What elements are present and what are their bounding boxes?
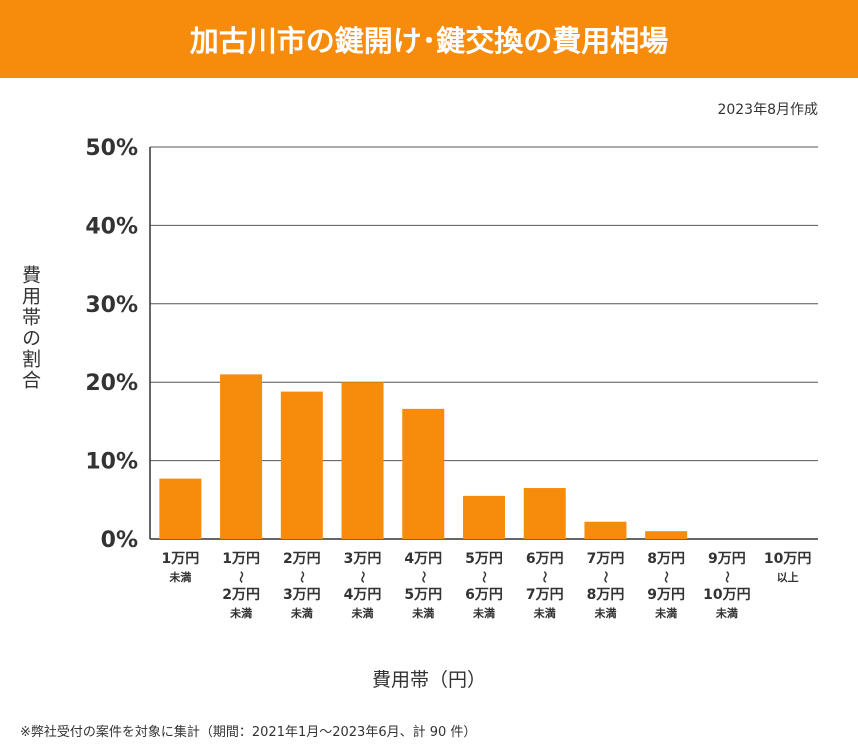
x-tick-label: 未満 [533, 606, 556, 620]
x-tick-label: 〜 [356, 571, 370, 583]
x-tick-label: 未満 [168, 570, 191, 584]
bar [341, 382, 384, 539]
x-axis-label: 費用帯（円） [371, 669, 486, 691]
x-tick-label: 10万円 [703, 587, 750, 603]
x-tick-label: 4万円 [404, 551, 442, 567]
bar [159, 478, 202, 539]
bar [280, 391, 323, 539]
y-tick-label: 40% [85, 214, 138, 239]
footnote: ※弊社受付の案件を対象に集計（期間：2021年1月～2023年6月、計 90 件… [20, 725, 477, 740]
bar [220, 374, 263, 539]
x-tick-label: 〜 [295, 571, 309, 583]
y-tick-label: 30% [85, 293, 138, 318]
x-tick-label: 未満 [411, 606, 434, 620]
x-tick-label: 8万円 [587, 587, 625, 603]
x-tick-label: 10万円 [764, 551, 811, 567]
x-tick-label: 4万円 [344, 587, 382, 603]
x-tick-label: 3万円 [344, 551, 382, 567]
x-tick-label: 9万円 [647, 587, 685, 603]
y-tick-label: 0% [101, 528, 138, 553]
x-tick-label: 未満 [593, 606, 616, 620]
x-tick-label: 7万円 [587, 551, 625, 567]
bar [402, 408, 445, 539]
y-tick-label: 20% [85, 371, 138, 396]
x-tick-label: 2万円 [222, 587, 260, 603]
x-tick-label: 7万円 [526, 587, 564, 603]
x-tick-label: 〜 [234, 571, 248, 583]
x-tick-label: 以上 [777, 570, 799, 584]
bar-chart: 0%10%20%30%40%50%1万円未満1万円〜2万円未満2万円〜3万円未満… [85, 136, 818, 620]
x-tick-label: 6万円 [465, 587, 503, 603]
x-tick-label: 〜 [416, 571, 430, 583]
bar [463, 495, 505, 539]
x-tick-label: 〜 [720, 571, 734, 583]
x-tick-label: 3万円 [283, 587, 321, 603]
y-tick-label: 50% [85, 136, 138, 161]
x-tick-label: 未満 [351, 606, 374, 620]
x-tick-label: 未満 [654, 606, 677, 620]
bar [645, 531, 688, 539]
x-tick-label: 〜 [659, 571, 673, 583]
x-tick-label: 未満 [472, 606, 495, 620]
x-tick-label: 未満 [229, 606, 252, 620]
bar [584, 521, 627, 539]
x-tick-label: 〜 [598, 571, 612, 583]
x-tick-label: 8万円 [647, 551, 685, 567]
x-tick-label: 未満 [290, 606, 313, 620]
x-tick-label: 2万円 [283, 551, 321, 567]
x-tick-label: 5万円 [465, 551, 503, 567]
date-note: 2023年8月作成 [717, 102, 818, 118]
x-tick-label: 1万円 [222, 551, 260, 567]
x-tick-label: 〜 [477, 571, 491, 583]
x-tick-label: 未満 [715, 606, 738, 620]
page-title: 加古川市の鍵開け･鍵交換の費用相場 [0, 0, 858, 78]
x-tick-label: 1万円 [161, 551, 199, 567]
x-tick-label: 9万円 [708, 551, 746, 567]
x-tick-label: 6万円 [526, 551, 564, 567]
bar [523, 488, 566, 539]
x-tick-label: 〜 [538, 571, 552, 583]
y-tick-label: 10% [85, 450, 138, 475]
x-tick-label: 5万円 [404, 587, 442, 603]
y-axis-label: 費用帯の割合 [19, 265, 41, 391]
